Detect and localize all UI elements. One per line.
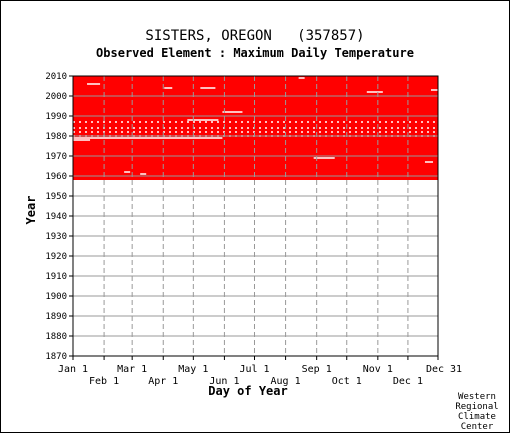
y-tick-label: 1960 bbox=[45, 172, 67, 182]
x-tick-label: Sep 1 bbox=[302, 364, 332, 375]
y-tick-label: 1890 bbox=[45, 312, 67, 322]
y-tick-label: 1870 bbox=[45, 352, 67, 362]
x-tick-label: Feb 1 bbox=[89, 376, 119, 387]
x-tick-label: Aug 1 bbox=[271, 376, 301, 387]
y-tick-label: 1990 bbox=[45, 112, 67, 122]
y-tick-label: 1950 bbox=[45, 192, 67, 202]
chart-title: SISTERS, OREGON (357857) bbox=[145, 28, 364, 44]
y-tick-label: 1900 bbox=[45, 292, 67, 302]
y-tick-label: 1940 bbox=[45, 212, 67, 222]
x-tick-label: Apr 1 bbox=[148, 376, 178, 387]
x-tick-label: Jul 1 bbox=[239, 364, 269, 375]
x-tick-label: Dec 1 bbox=[393, 376, 423, 387]
y-tick-label: 1980 bbox=[45, 132, 67, 142]
x-axis-label: Day of Year bbox=[208, 384, 287, 398]
credit-line: Western bbox=[458, 392, 496, 402]
y-tick-label: 1880 bbox=[45, 332, 67, 342]
x-axis: Jan 1 Mar 1 May 1 Jul 1 Sep 1 Nov 1 Dec 31 Feb … bbox=[58, 356, 462, 387]
y-axis-label: Year bbox=[24, 196, 38, 225]
y-tick-label: 1920 bbox=[45, 252, 67, 262]
y-tick-label: 2000 bbox=[45, 92, 67, 102]
y-tick-label: 1910 bbox=[45, 272, 67, 282]
y-tick-label: 1930 bbox=[45, 232, 67, 242]
credit-line: Climate bbox=[458, 412, 496, 422]
grid-layer bbox=[72, 75, 439, 357]
y-tick-label: 1970 bbox=[45, 152, 67, 162]
x-tick-label: Jan 1 bbox=[58, 364, 88, 375]
chart-subtitle: Observed Element : Maximum Daily Tempera… bbox=[96, 46, 414, 60]
credit-line: Regional bbox=[455, 402, 498, 412]
x-tick-label: Jun 1 bbox=[209, 376, 239, 387]
credit-line: Center bbox=[461, 422, 494, 432]
x-tick-label: Dec 31 bbox=[426, 364, 462, 375]
x-tick-label: Mar 1 bbox=[117, 364, 147, 375]
y-axis: 1870 1880 1890 1900 1910 1920 1930 1940 1950 1960… bbox=[45, 72, 73, 362]
x-tick-label: Oct 1 bbox=[332, 376, 362, 387]
y-tick-label: 2010 bbox=[45, 72, 67, 82]
x-tick-label: Nov 1 bbox=[363, 364, 393, 375]
x-tick-label: May 1 bbox=[178, 364, 208, 375]
